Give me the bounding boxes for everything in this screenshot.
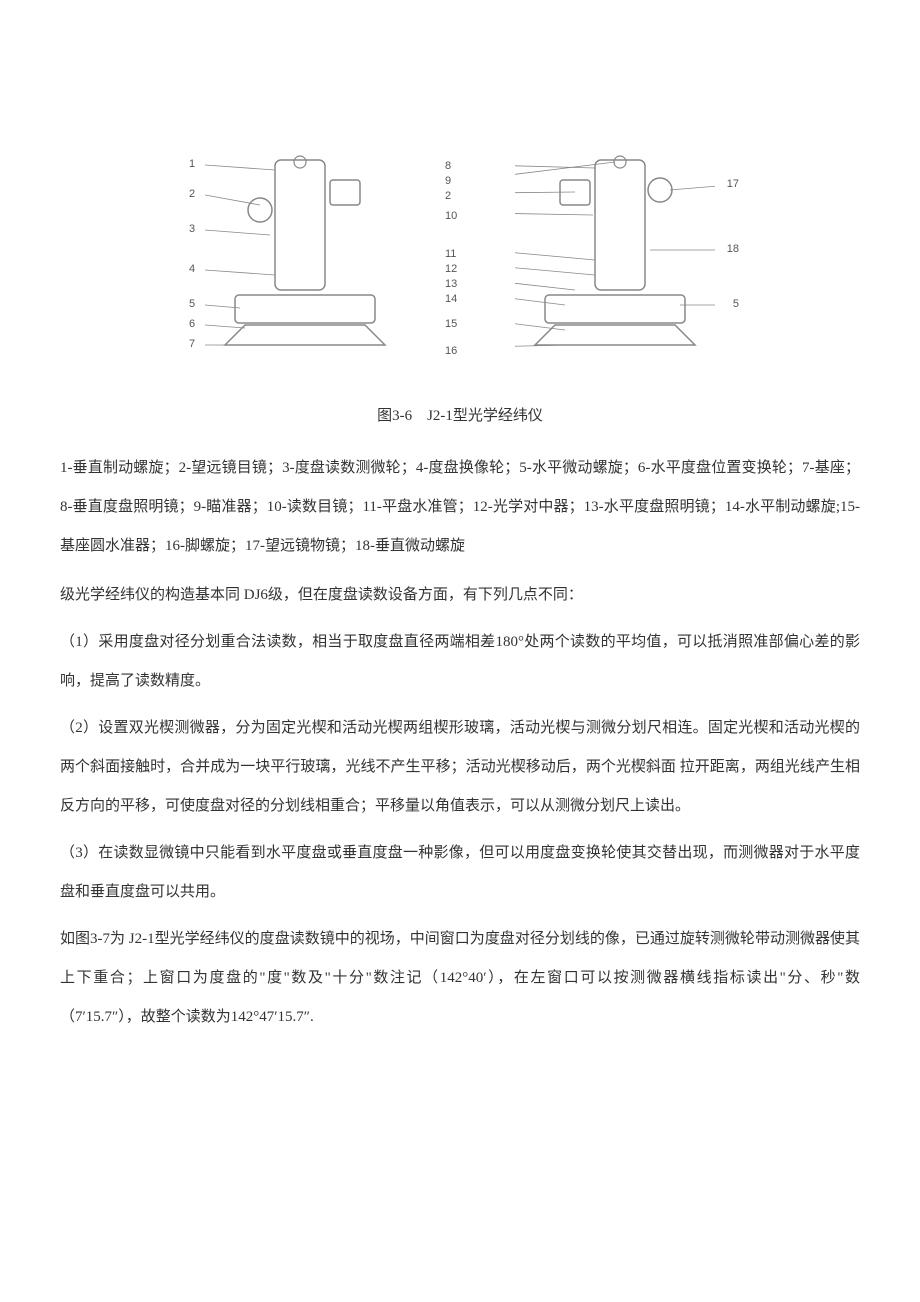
label-4: 4: [189, 263, 195, 275]
labels-middle: 8 9 2 10 11 12 13 14 15 16: [445, 150, 475, 370]
label-14: 14: [445, 293, 457, 305]
label-8: 8: [445, 160, 451, 172]
intro-paragraph: 级光学经纬仪的构造基本同 DJ6级，但在度盘读数设备方面，有下列几点不同：: [60, 576, 860, 615]
paragraph-1: （1）采用度盘对径分划重合法读数，相当于取度盘直径两端相差180°处两个读数的平…: [60, 623, 860, 701]
label-7: 7: [189, 338, 195, 350]
instrument-right: 17 18 5: [515, 150, 715, 370]
paragraph-3: （3）在读数显微镜中只能看到水平度盘或垂直度盘一种影像，但可以用度盘变换轮使其交…: [60, 834, 860, 912]
label-10: 10: [445, 210, 457, 222]
figure-diagram: 1 2 3 4 5 6 7 8 9 2 10 11 12 13 14 15 16: [140, 140, 780, 380]
label-9: 9: [445, 175, 451, 187]
parts-legend: 1-垂直制动螺旋；2-望远镜目镜；3-度盘读数测微轮；4-度盘换像轮；5-水平微…: [60, 449, 860, 566]
label-18: 18: [727, 243, 739, 255]
label-5b: 5: [733, 298, 739, 310]
paragraph-2: （2）设置双光楔测微器，分为固定光楔和活动光楔两组楔形玻璃，活动光楔与测微分划尺…: [60, 709, 860, 826]
label-2b: 2: [445, 190, 451, 202]
label-5: 5: [189, 298, 195, 310]
label-17: 17: [727, 178, 739, 190]
label-2: 2: [189, 188, 195, 200]
label-13: 13: [445, 278, 457, 290]
instrument-left: 1 2 3 4 5 6 7: [205, 150, 405, 370]
figure-caption: 图3-6 J2-1型光学经纬仪: [60, 404, 860, 425]
label-11: 11: [445, 248, 456, 260]
label-6: 6: [189, 318, 195, 330]
label-15: 15: [445, 318, 457, 330]
label-16: 16: [445, 345, 457, 357]
label-3: 3: [189, 223, 195, 235]
paragraph-4: 如图3-7为 J2-1型光学经纬仪的度盘读数镜中的视场，中间窗口为度盘对径分划线…: [60, 920, 860, 1037]
label-1: 1: [189, 158, 195, 170]
label-12: 12: [445, 263, 457, 275]
figure-container: 1 2 3 4 5 6 7 8 9 2 10 11 12 13 14 15 16: [60, 140, 860, 425]
